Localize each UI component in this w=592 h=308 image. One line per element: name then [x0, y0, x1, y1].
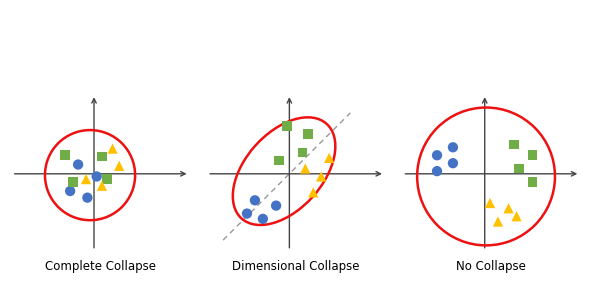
- Point: [97, 183, 107, 188]
- Point: [114, 163, 124, 168]
- Point: [514, 166, 524, 171]
- Point: [509, 142, 519, 147]
- Point: [527, 153, 537, 158]
- Point: [448, 145, 458, 150]
- Point: [512, 214, 522, 219]
- Point: [317, 174, 326, 179]
- Point: [97, 154, 107, 159]
- Point: [493, 219, 503, 224]
- Point: [108, 146, 117, 151]
- Text: Complete Collapse: Complete Collapse: [45, 260, 156, 273]
- Point: [527, 179, 537, 184]
- Point: [432, 169, 442, 174]
- Point: [271, 203, 281, 208]
- Point: [301, 166, 310, 171]
- Point: [92, 174, 101, 179]
- Point: [448, 161, 458, 166]
- Point: [432, 153, 442, 158]
- Point: [258, 217, 268, 221]
- Point: [298, 150, 307, 155]
- Point: [60, 153, 70, 158]
- Point: [250, 198, 260, 203]
- Text: Dimensional Collapse: Dimensional Collapse: [232, 260, 360, 273]
- Point: [274, 158, 284, 163]
- Text: No Collapse: No Collapse: [456, 260, 526, 273]
- Point: [282, 124, 291, 128]
- Point: [242, 211, 252, 216]
- Point: [83, 195, 92, 200]
- Point: [81, 177, 91, 182]
- Point: [68, 179, 78, 184]
- Point: [324, 156, 334, 160]
- Point: [504, 206, 513, 211]
- Point: [303, 132, 313, 136]
- Point: [73, 162, 83, 167]
- Point: [66, 188, 75, 193]
- Point: [308, 190, 318, 195]
- Point: [485, 201, 495, 205]
- Point: [102, 177, 112, 182]
